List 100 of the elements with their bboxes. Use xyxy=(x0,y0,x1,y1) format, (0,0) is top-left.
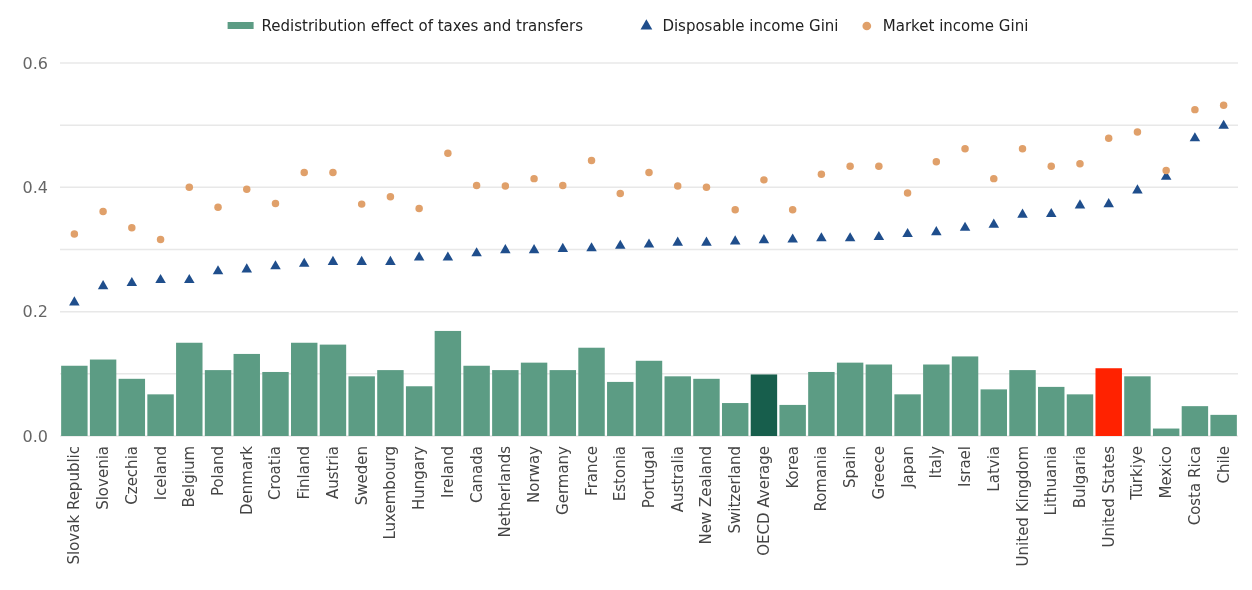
point xyxy=(126,276,138,287)
x-tick-label: Chile xyxy=(1214,446,1233,484)
point xyxy=(1074,199,1086,209)
x-tick-label: Mexico xyxy=(1157,446,1176,499)
point xyxy=(1133,128,1142,136)
point xyxy=(271,199,280,208)
bar xyxy=(89,359,117,436)
bar xyxy=(377,370,404,436)
bar xyxy=(779,404,806,436)
bar xyxy=(1124,376,1151,436)
x-tick-label: United States xyxy=(1099,445,1118,548)
bar xyxy=(635,360,663,436)
point xyxy=(931,226,942,236)
bar xyxy=(147,394,174,436)
bar xyxy=(61,365,88,436)
point xyxy=(501,182,510,190)
x-tick-label: France xyxy=(582,446,601,496)
point xyxy=(788,205,797,214)
x-tick-label: Lithuania xyxy=(1042,446,1061,516)
x-tick-label: Austria xyxy=(323,446,342,499)
point xyxy=(357,200,366,208)
y-tick-label: 0.4 xyxy=(22,177,48,197)
bar xyxy=(233,353,260,436)
point xyxy=(1191,105,1199,114)
bar xyxy=(1066,394,1094,436)
point xyxy=(701,236,712,246)
x-tick-label: Romania xyxy=(812,446,831,512)
x-tick-label: Netherlands xyxy=(496,445,515,538)
x-tick-label: Czechia xyxy=(122,446,141,505)
bar xyxy=(176,342,203,436)
point xyxy=(903,189,912,197)
point xyxy=(99,207,107,216)
bar xyxy=(1038,386,1065,436)
y-tick-label: 0.0 xyxy=(22,426,48,446)
point xyxy=(672,236,683,246)
bar xyxy=(1095,368,1122,436)
point xyxy=(329,168,337,177)
x-tick-label: Portugal xyxy=(640,446,658,509)
point xyxy=(1018,145,1027,153)
bar xyxy=(836,362,864,436)
point xyxy=(615,239,626,249)
bar xyxy=(1210,414,1237,436)
x-tick-label: Estonia xyxy=(611,446,630,502)
point xyxy=(442,251,454,261)
point xyxy=(298,257,310,267)
x-tick-label: Poland xyxy=(209,446,228,497)
point xyxy=(731,205,739,214)
x-tick-label: Spain xyxy=(841,446,860,488)
bar xyxy=(118,378,146,436)
x-tick-label: Iceland xyxy=(151,446,170,501)
bar xyxy=(204,370,232,436)
bar xyxy=(865,364,893,436)
point xyxy=(873,230,885,241)
point xyxy=(415,204,423,213)
bar xyxy=(951,356,979,436)
point xyxy=(1047,162,1055,170)
point xyxy=(932,158,941,166)
bar xyxy=(1009,370,1036,436)
point xyxy=(875,162,883,170)
point xyxy=(961,145,969,153)
legend-label: Disposable income Gini xyxy=(662,17,839,36)
bar xyxy=(262,371,289,436)
bar xyxy=(721,403,749,436)
point xyxy=(241,263,253,273)
point xyxy=(586,242,597,252)
x-tick-label: Canada xyxy=(467,446,486,504)
bar xyxy=(405,386,433,436)
bar xyxy=(434,330,462,436)
x-tick-label: Australia xyxy=(668,446,687,513)
x-tick-label: Ireland xyxy=(438,446,457,498)
point xyxy=(760,176,768,184)
bar xyxy=(291,342,318,436)
point xyxy=(559,181,567,190)
point xyxy=(413,251,425,261)
x-tick-label: OECD Average xyxy=(754,446,773,556)
x-tick-label: Slovak Republic xyxy=(65,446,84,565)
point xyxy=(472,181,481,190)
bar xyxy=(1152,428,1180,436)
x-tick-label: Belgium xyxy=(180,446,199,508)
bar xyxy=(1181,406,1209,436)
x-tick-label: Norway xyxy=(525,445,544,503)
point xyxy=(212,265,224,275)
point xyxy=(185,183,194,192)
point xyxy=(243,185,251,193)
point xyxy=(156,235,165,244)
point xyxy=(386,192,395,201)
point xyxy=(1103,198,1114,208)
bar xyxy=(578,347,605,436)
bar xyxy=(980,389,1007,436)
point xyxy=(155,273,166,283)
point xyxy=(758,234,770,244)
x-tick-label: Costa Rica xyxy=(1185,446,1204,526)
bar xyxy=(463,365,490,436)
point xyxy=(1132,184,1143,194)
x-tick-label: Türkiye xyxy=(1128,446,1147,501)
bar xyxy=(520,362,548,436)
y-tick-label: 0.2 xyxy=(22,302,48,322)
bar xyxy=(549,370,577,436)
x-tick-label: Denmark xyxy=(237,445,256,515)
point xyxy=(673,182,682,190)
